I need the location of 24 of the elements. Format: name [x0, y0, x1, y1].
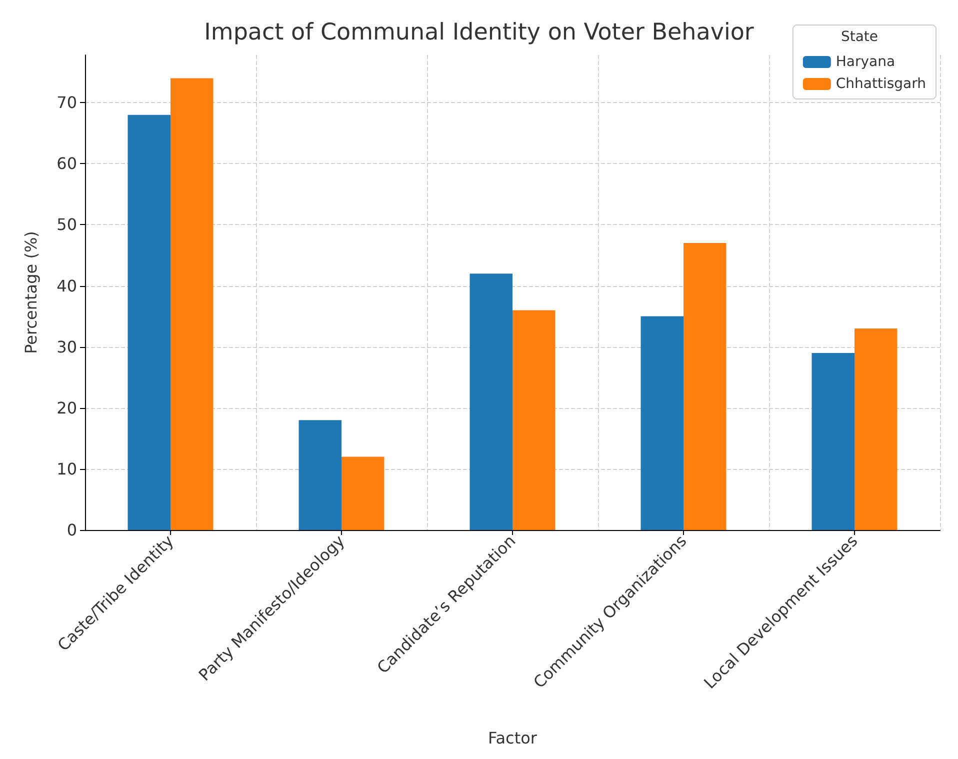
- bar: [342, 456, 384, 530]
- y-tick-label: 10: [56, 459, 77, 478]
- y-tick-label: 20: [56, 398, 77, 418]
- bar: [170, 78, 214, 530]
- legend-label: Haryana: [836, 54, 896, 70]
- bar: [854, 328, 898, 530]
- bar: [128, 114, 170, 530]
- legend-label: Chhattisgarh: [836, 76, 926, 92]
- y-tick-label: 40: [56, 276, 77, 296]
- bar: [684, 243, 726, 530]
- x-axis-title: Factor: [488, 728, 538, 748]
- legend-title: State: [840, 29, 878, 45]
- y-tick-label: 60: [56, 154, 77, 174]
- bar: [812, 352, 854, 530]
- bar: [298, 420, 342, 530]
- bar: [512, 310, 556, 530]
- chart-title: Impact of Communal Identity on Voter Behavior: [204, 20, 754, 46]
- bar: [470, 274, 512, 530]
- y-tick-label: 0: [66, 520, 77, 540]
- y-tick-label: 70: [56, 93, 77, 112]
- y-axis-title: Percentage (%): [22, 231, 40, 354]
- y-tick-label: 50: [56, 215, 77, 234]
- y-tick-label: 30: [56, 337, 77, 356]
- bar: [640, 316, 684, 530]
